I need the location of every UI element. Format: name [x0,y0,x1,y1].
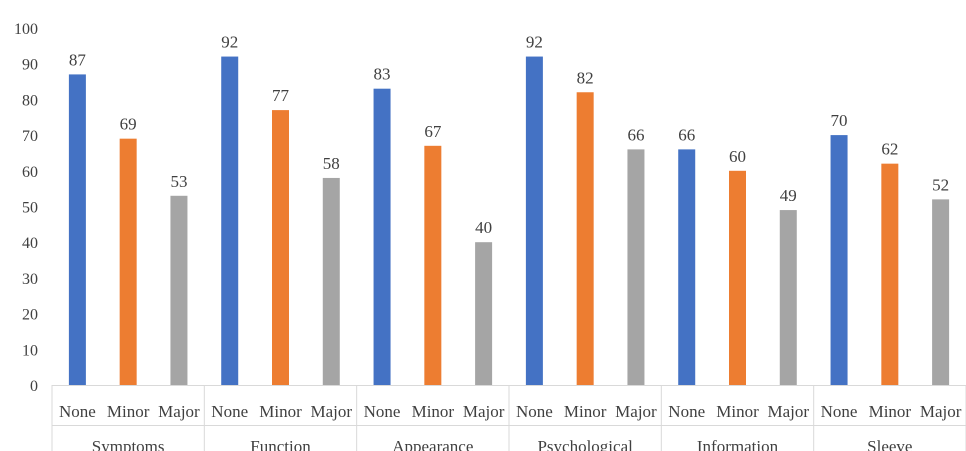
bars [68,56,950,386]
x-subcategory-label: Major [768,402,810,421]
x-subcategory-label: Minor [107,402,150,421]
y-tick-label: 20 [22,307,38,324]
data-label: 40 [475,218,492,237]
data-label: 82 [577,68,594,87]
x-axis [51,385,966,451]
x-group-label: Psychological [537,437,633,451]
x-group-label: Appearance [392,437,473,451]
y-tick-label: 40 [22,235,38,252]
y-axis-ticks: 0 10 20 30 40 50 60 70 80 90 100 [14,21,38,395]
bar [373,88,391,385]
y-tick-label: 90 [22,57,38,74]
data-label: 58 [323,154,340,173]
x-axis-group-labels: Symptoms Function Appearance Psychological I… [92,437,913,451]
x-group-label: Function [250,437,311,451]
x-subcategory-label: None [364,402,401,421]
x-subcategory-label: None [516,402,553,421]
bar [170,195,188,385]
x-group-label: Symptoms [92,437,165,451]
x-axis-subcategory-labels: None Minor Major None Minor Major None Minor Maj… [59,402,962,421]
x-subcategory-label: Minor [716,402,759,421]
y-tick-label: 30 [22,271,38,288]
y-tick-label: 70 [22,128,38,145]
x-subcategory-label: None [668,402,705,421]
x-group-label: Sleeve [867,437,912,451]
x-subcategory-label: Major [615,402,657,421]
data-label: 62 [881,140,898,159]
y-tick-label: 60 [22,164,38,181]
x-subcategory-label: Minor [869,402,912,421]
data-label: 49 [780,186,797,205]
data-labels: 87 69 53 92 77 58 83 67 40 92 82 66 66 60 49 70 62 52 [69,33,949,238]
bar [68,74,86,385]
x-subcategory-label: Major [158,402,200,421]
data-label: 69 [120,115,137,134]
x-subcategory-label: Major [920,402,962,421]
bar [627,149,645,385]
x-subcategory-label: Minor [259,402,302,421]
data-label: 52 [932,175,949,194]
bar [322,177,340,385]
bar [932,199,950,385]
data-label: 92 [221,33,238,52]
data-label: 92 [526,33,543,52]
bar [678,149,696,385]
data-label: 87 [69,50,87,69]
y-tick-label: 50 [22,200,38,217]
y-tick-label: 0 [30,378,38,395]
data-label: 70 [831,111,848,130]
bar [475,242,493,385]
data-label: 53 [170,172,187,191]
bar [119,138,137,385]
y-tick-label: 100 [14,21,38,38]
bar [729,170,746,385]
bar [881,163,899,385]
x-subcategory-label: None [821,402,858,421]
x-subcategory-label: Minor [412,402,455,421]
data-label: 77 [272,86,290,105]
x-subcategory-label: Major [311,402,353,421]
data-label: 66 [627,125,644,144]
x-subcategory-label: Major [463,402,505,421]
bar [779,210,797,385]
data-label: 67 [424,122,442,141]
bar [525,56,543,386]
bar [830,135,848,385]
x-subcategory-label: None [211,402,248,421]
data-label: 60 [729,147,746,166]
x-group-label: Information [697,437,779,451]
bar [576,92,594,385]
x-subcategory-label: Minor [564,402,607,421]
bar [424,145,442,385]
y-tick-label: 10 [22,342,38,359]
data-label: 66 [678,125,695,144]
bar [272,110,289,386]
y-tick-label: 80 [22,92,38,109]
x-subcategory-label: None [59,402,96,421]
bar [221,56,239,386]
data-label: 83 [374,65,391,84]
